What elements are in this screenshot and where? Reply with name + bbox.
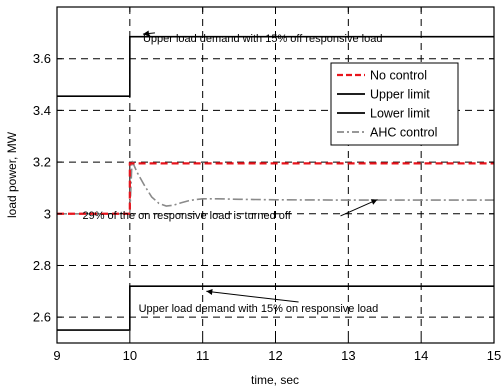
y-tick-label: 3.2 (33, 155, 51, 170)
x-tick-label: 10 (123, 348, 137, 363)
annotation-text-2: 29% of the on responsive load is turned … (82, 210, 291, 222)
x-tick-label: 14 (414, 348, 428, 363)
series-layer (57, 35, 494, 331)
x-tick-label: 9 (53, 348, 60, 363)
x-axis-ticks: 9 10 11 12 13 14 15 (53, 7, 501, 363)
x-tick-label: 11 (196, 348, 210, 363)
y-tick-label: 3 (44, 206, 51, 221)
series-line-lower-limit (57, 285, 494, 331)
series-line-no-control (57, 162, 494, 215)
y-axis-label: load power, MW (5, 131, 19, 218)
y-axis-ticks: 2.6 2.8 3 3.2 3.4 3.6 (33, 51, 494, 325)
x-axis-label: time, sec (251, 373, 299, 387)
y-tick-label: 2.6 (33, 310, 51, 325)
annotation-text-3: Upper load demand with 15% on responsive… (139, 303, 379, 315)
legend-label-4: AHC control (370, 126, 437, 140)
legend-label-2: Upper limit (370, 88, 430, 102)
annotations: Upper load demand with 15% off responsiv… (82, 30, 383, 315)
y-tick-label: 3.4 (33, 103, 51, 118)
annotation-text-1: Upper load demand with 15% off responsiv… (143, 33, 383, 45)
annotation-arrow-3 (206, 290, 299, 303)
y-tick-label: 2.8 (33, 258, 51, 273)
y-tick-label: 3.6 (33, 51, 51, 66)
x-tick-label: 15 (487, 348, 501, 363)
legend-label-3: Lower limit (370, 107, 430, 121)
annotation-arrowhead-2 (370, 199, 378, 205)
annotation-arrowhead-1 (142, 30, 150, 37)
series-line-upper-limit (57, 35, 494, 97)
series-line-ahc-control (57, 160, 494, 215)
legend: No control Upper limit Lower limit AHC cont… (330, 62, 459, 146)
x-tick-label: 13 (341, 348, 355, 363)
annotation-arrowhead-3 (206, 289, 213, 295)
annotation-arrow-2 (340, 199, 378, 217)
x-tick-label: 12 (268, 348, 282, 363)
legend-label-1: No control (370, 69, 427, 83)
